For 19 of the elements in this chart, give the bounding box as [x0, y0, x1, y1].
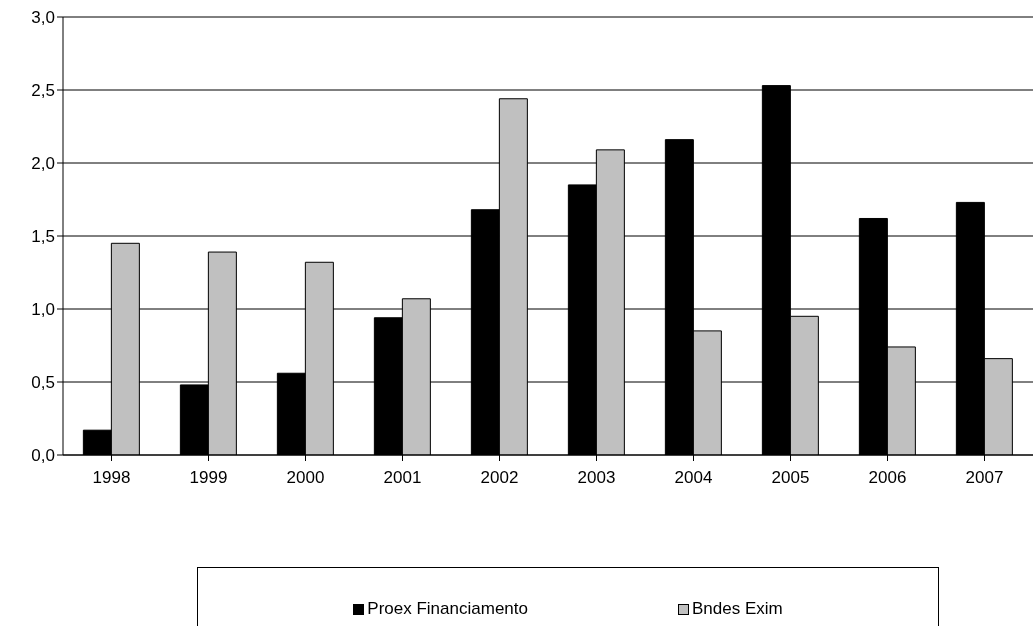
y-tick-label: 1,5 [31, 227, 55, 247]
x-tick-label: 2006 [868, 468, 907, 488]
x-tick-label: 2007 [965, 468, 1004, 488]
y-tick-label: 3,0 [31, 8, 55, 28]
x-tick-label: 2001 [383, 468, 422, 488]
x-tick-label: 2002 [480, 468, 519, 488]
y-tick-label: 2,0 [31, 154, 55, 174]
x-tick-label: 2004 [674, 468, 713, 488]
x-tick-label: 2005 [771, 468, 810, 488]
y-tick-label: 1,0 [31, 300, 55, 320]
legend-label: Bndes Exim [691, 599, 783, 619]
x-tick-label: 1998 [92, 468, 131, 488]
y-tick-label: 0,0 [31, 446, 55, 466]
y-tick-label: 2,5 [31, 81, 55, 101]
y-tick-label: 0,5 [31, 373, 55, 393]
x-tick-label: 2000 [286, 468, 325, 488]
x-tick-label: 1999 [189, 468, 228, 488]
legend-label: Proex Financiamento [367, 599, 528, 619]
x-tick-label: 2003 [577, 468, 616, 488]
